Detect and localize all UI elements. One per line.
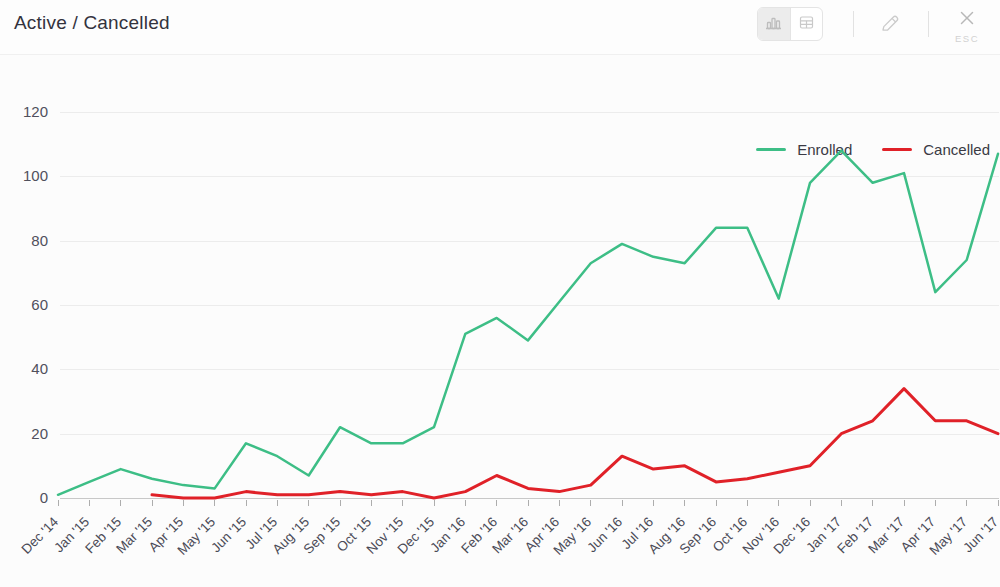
x-axis-tick (998, 500, 999, 506)
x-axis-tick (214, 500, 215, 506)
y-axis-label: 60 (31, 296, 48, 313)
chart-view-button[interactable] (758, 8, 790, 40)
y-axis-label: 120 (23, 103, 48, 120)
x-axis-tick (340, 500, 341, 506)
x-axis-tick (528, 500, 529, 506)
x-axis-tick (653, 500, 654, 506)
x-axis-tick (434, 500, 435, 506)
chart-header: Active / Cancelled (0, 0, 1000, 55)
x-axis-tick (810, 500, 811, 506)
series-lines (58, 112, 999, 502)
edit-button[interactable] (875, 11, 905, 39)
x-axis-tick (308, 500, 309, 506)
x-axis-tick (716, 500, 717, 506)
table-view-button[interactable] (790, 8, 823, 40)
close-button[interactable]: ESC (947, 10, 987, 48)
x-axis-tick (559, 500, 560, 506)
y-axis-label: 20 (31, 425, 48, 442)
x-icon (959, 10, 975, 30)
page-title: Active / Cancelled (14, 12, 170, 34)
view-toggle (757, 7, 823, 41)
x-axis-tick (966, 500, 967, 506)
x-axis-tick (152, 500, 153, 506)
toolbar-divider (928, 11, 929, 37)
enrolled-line (58, 151, 998, 495)
x-axis-tick (120, 500, 121, 506)
x-axis-tick (841, 500, 842, 506)
pencil-icon (879, 12, 901, 38)
plot-area: Dec '14Jan '15Feb '15Mar '15Apr '15May '… (58, 112, 999, 498)
cancelled-line (152, 389, 998, 498)
x-axis-tick (371, 500, 372, 506)
y-axis-label: 40 (31, 360, 48, 377)
esc-label: ESC (955, 33, 979, 44)
x-axis-tick (183, 500, 184, 506)
x-axis-tick (590, 500, 591, 506)
x-axis-tick (402, 500, 403, 506)
x-axis-tick (872, 500, 873, 506)
x-axis-tick (496, 500, 497, 506)
x-axis-tick (465, 500, 466, 506)
y-axis-label: 80 (31, 232, 48, 249)
bar-chart-icon (765, 14, 782, 35)
x-axis-tick (277, 500, 278, 506)
x-axis-tick (684, 500, 685, 506)
x-axis-tick (904, 500, 905, 506)
line-chart: Enrolled Cancelled 020406080100120 Dec '… (0, 55, 1000, 587)
x-axis-tick (935, 500, 936, 506)
x-axis-tick (89, 500, 90, 506)
y-axis-label: 0 (40, 489, 48, 506)
y-axis-label: 100 (23, 167, 48, 184)
x-axis-tick (622, 500, 623, 506)
x-axis-tick (58, 500, 59, 506)
x-axis-tick (246, 500, 247, 506)
x-axis-tick (747, 500, 748, 506)
y-axis: 020406080100120 (0, 112, 48, 498)
table-icon (798, 14, 815, 35)
x-axis-tick (778, 500, 779, 506)
toolbar-divider (853, 11, 854, 37)
